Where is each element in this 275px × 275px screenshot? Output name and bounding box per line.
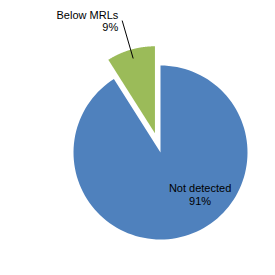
svg-text:Not detected91%: Not detected91% — [169, 182, 231, 207]
svg-text:Below MRLs9%: Below MRLs9% — [57, 9, 119, 34]
